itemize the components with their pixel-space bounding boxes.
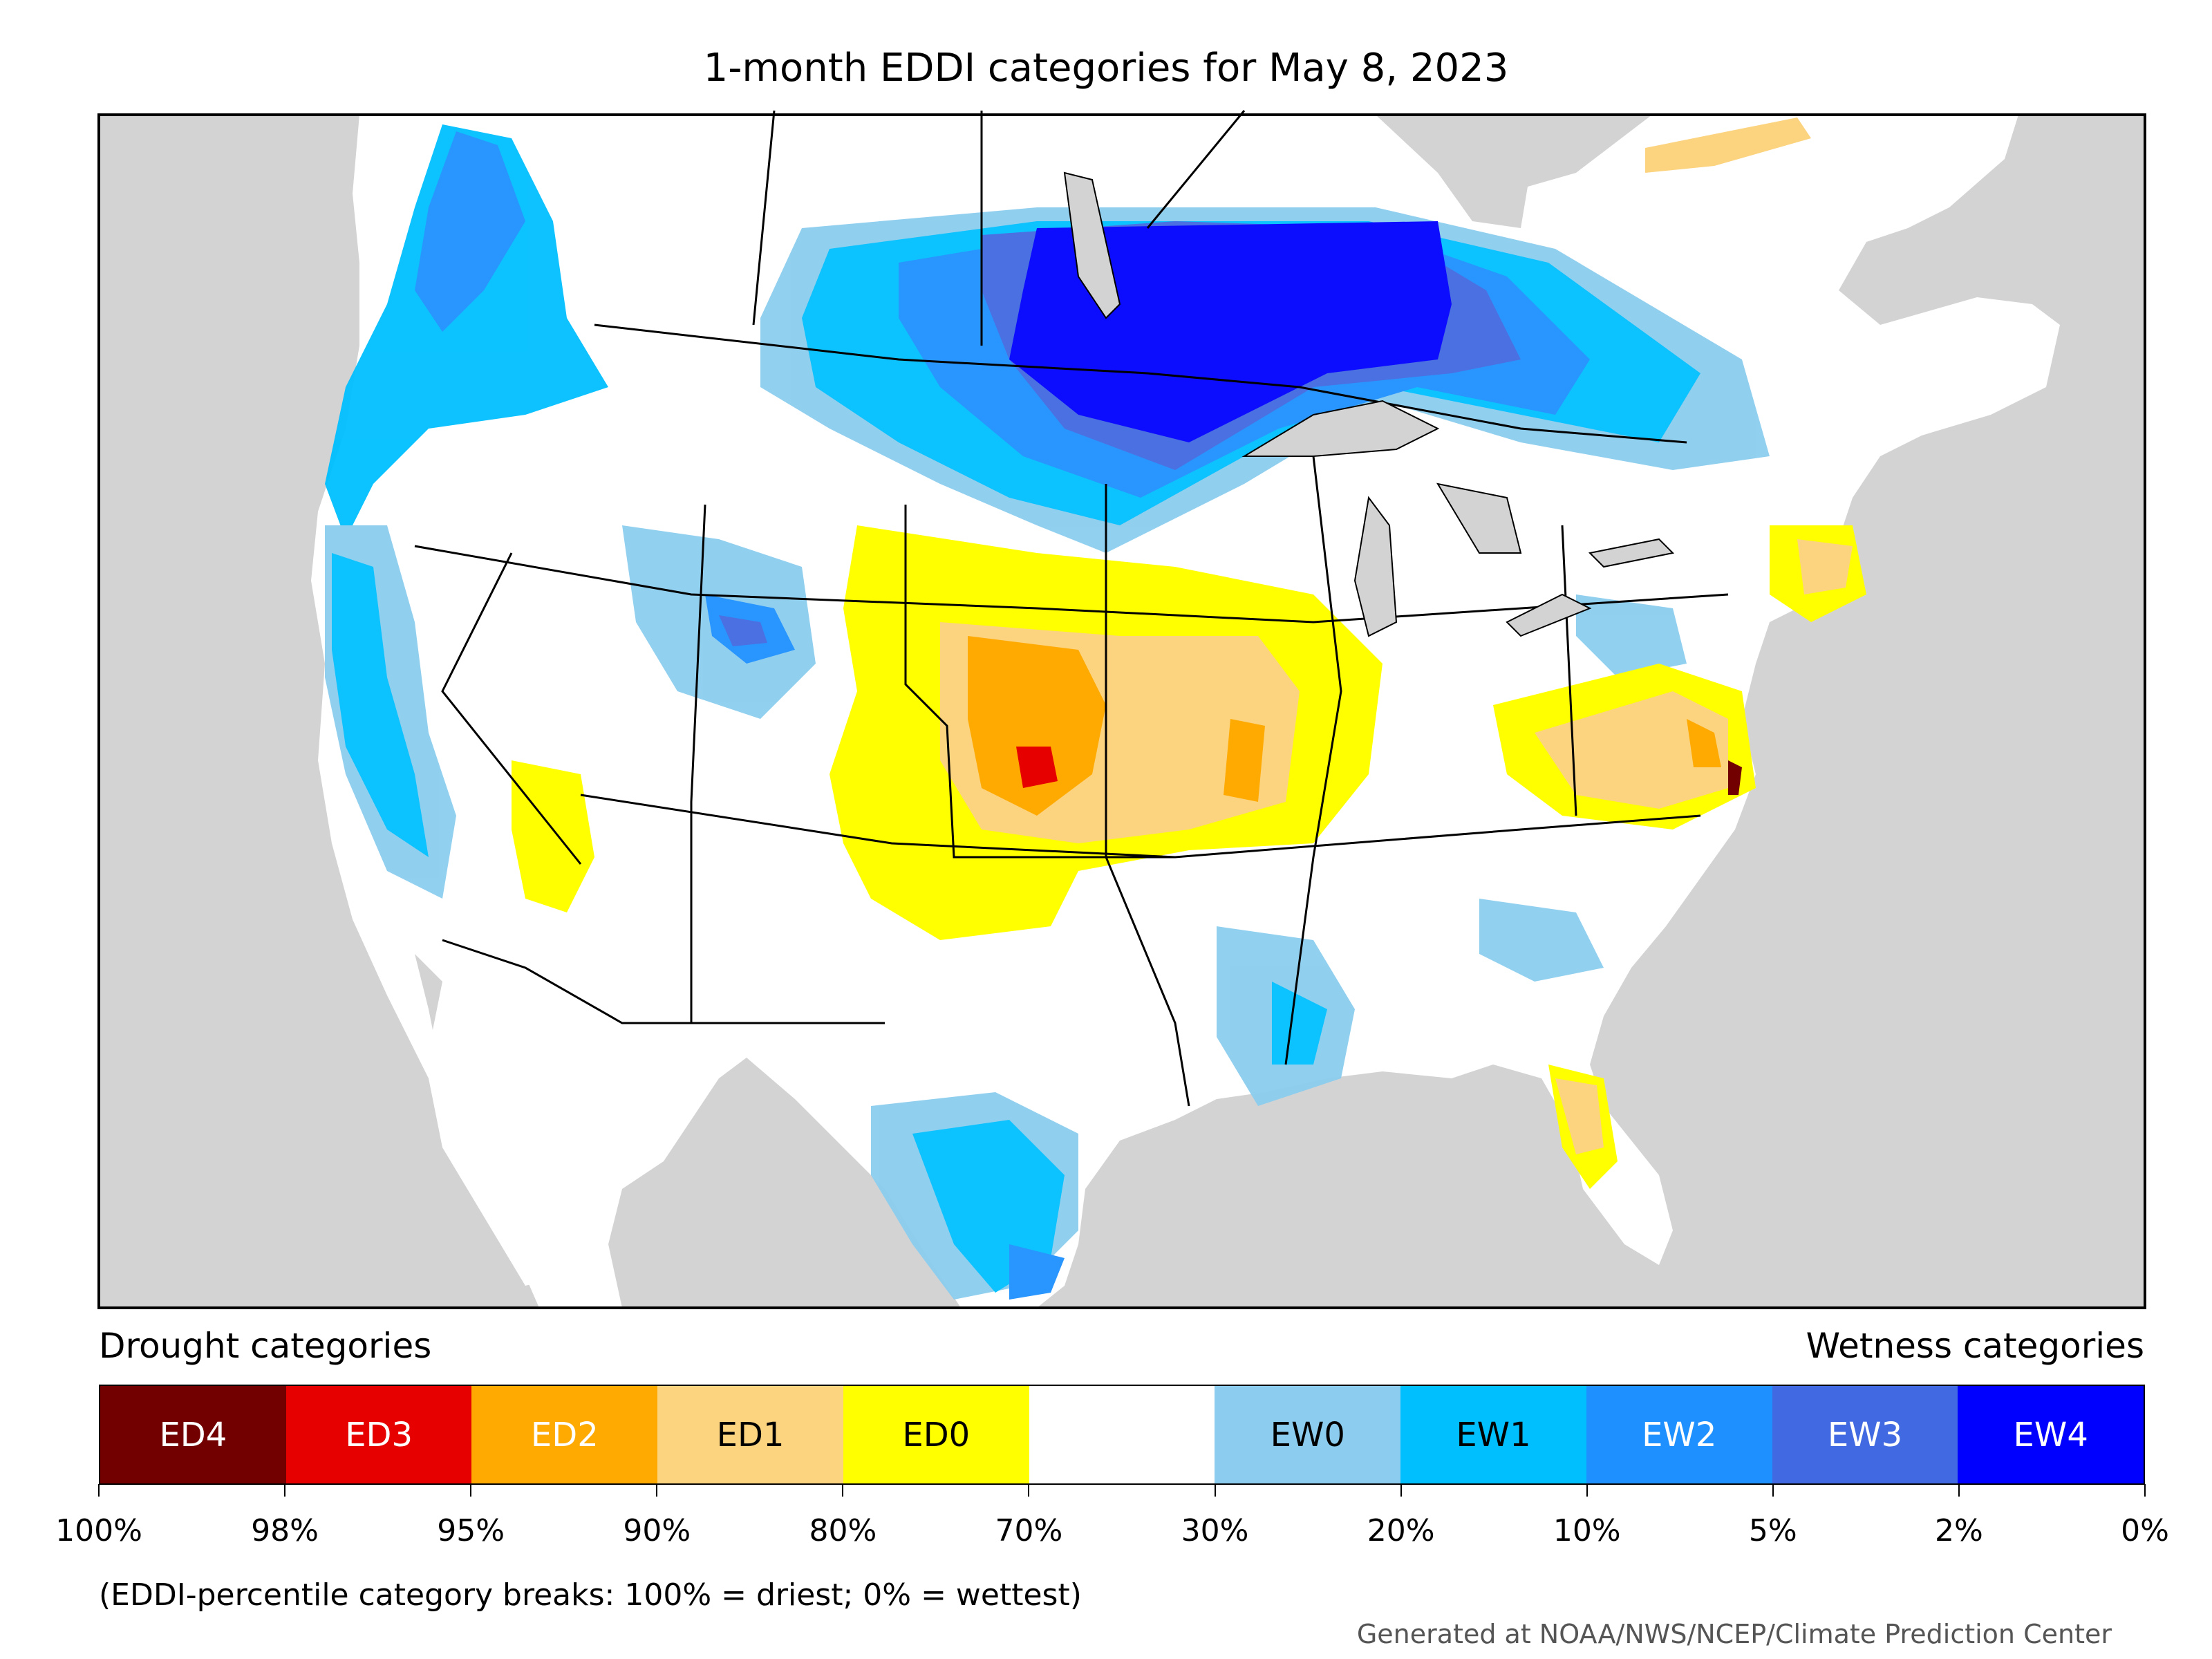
tick-label: 90% <box>623 1513 691 1548</box>
tick-label: 20% <box>1367 1513 1435 1548</box>
legend-cell-ed0: ED0 <box>843 1386 1029 1483</box>
tick-mark <box>1958 1484 1960 1497</box>
legend-cell-ed2: ED2 <box>471 1386 658 1483</box>
map-frame <box>97 113 2146 1309</box>
tick-label: 0% <box>2121 1513 2169 1548</box>
tick-mark <box>2144 1484 2146 1497</box>
legend-cell-ew1: EW1 <box>1400 1386 1586 1483</box>
tick-mark <box>1772 1484 1774 1497</box>
tick-label: 100% <box>55 1513 142 1548</box>
legend-cell-ew4: EW4 <box>1958 1386 2144 1483</box>
tick-mark <box>1586 1484 1588 1497</box>
great-lakes <box>1241 400 1675 637</box>
category-colorbar: ED4 ED3 ED2 ED1 ED0 EW0 EW1 EW2 EW3 EW4 <box>99 1385 2145 1485</box>
legend-cell-ed1: ED1 <box>657 1386 843 1483</box>
tick-label: 80% <box>809 1513 877 1548</box>
legend-cell-ed3: ED3 <box>285 1386 472 1483</box>
tick-label: 95% <box>437 1513 505 1548</box>
tick-mark <box>470 1484 472 1497</box>
tick-label: 98% <box>251 1513 319 1548</box>
category-breaks-note: (EDDI-percentile category breaks: 100% =… <box>99 1577 1082 1613</box>
tick-mark <box>1400 1484 1402 1497</box>
tick-mark <box>1028 1484 1030 1497</box>
legend-cell-ed4: ED4 <box>100 1386 286 1483</box>
tick-mark <box>842 1484 844 1497</box>
tick-label: 2% <box>1935 1513 1983 1548</box>
wetness-categories-heading: Wetness categories <box>1806 1326 2144 1366</box>
tick-label: 30% <box>1181 1513 1249 1548</box>
tick-label: 10% <box>1553 1513 1621 1548</box>
political-borders <box>414 110 1729 1107</box>
tick-label: 5% <box>1748 1513 1797 1548</box>
tick-mark <box>98 1484 100 1497</box>
legend-cell-ew0: EW0 <box>1215 1386 1401 1483</box>
legend-cell-ew3: EW3 <box>1772 1386 1958 1483</box>
drought-categories-heading: Drought categories <box>99 1326 432 1366</box>
credit-text: Generated at NOAA/NWS/NCEP/Climate Predi… <box>1356 1619 2112 1649</box>
legend-cell-ew2: EW2 <box>1586 1386 1772 1483</box>
legend-cell-normal <box>1029 1386 1215 1483</box>
tick-mark <box>656 1484 658 1497</box>
percentile-ticks: 100% 98% 95% 90% 80% 70% 30% 20% 10% 5% 2% 0% <box>55 1484 2169 1553</box>
wetness-areas <box>325 124 1770 1300</box>
tick-mark <box>284 1484 286 1497</box>
map-title: 1-month EDDI categories for May 8, 2023 <box>703 46 1509 91</box>
tick-label: 70% <box>995 1513 1063 1548</box>
lake-winnipeg <box>1063 171 1121 319</box>
tick-mark <box>1214 1484 1216 1497</box>
